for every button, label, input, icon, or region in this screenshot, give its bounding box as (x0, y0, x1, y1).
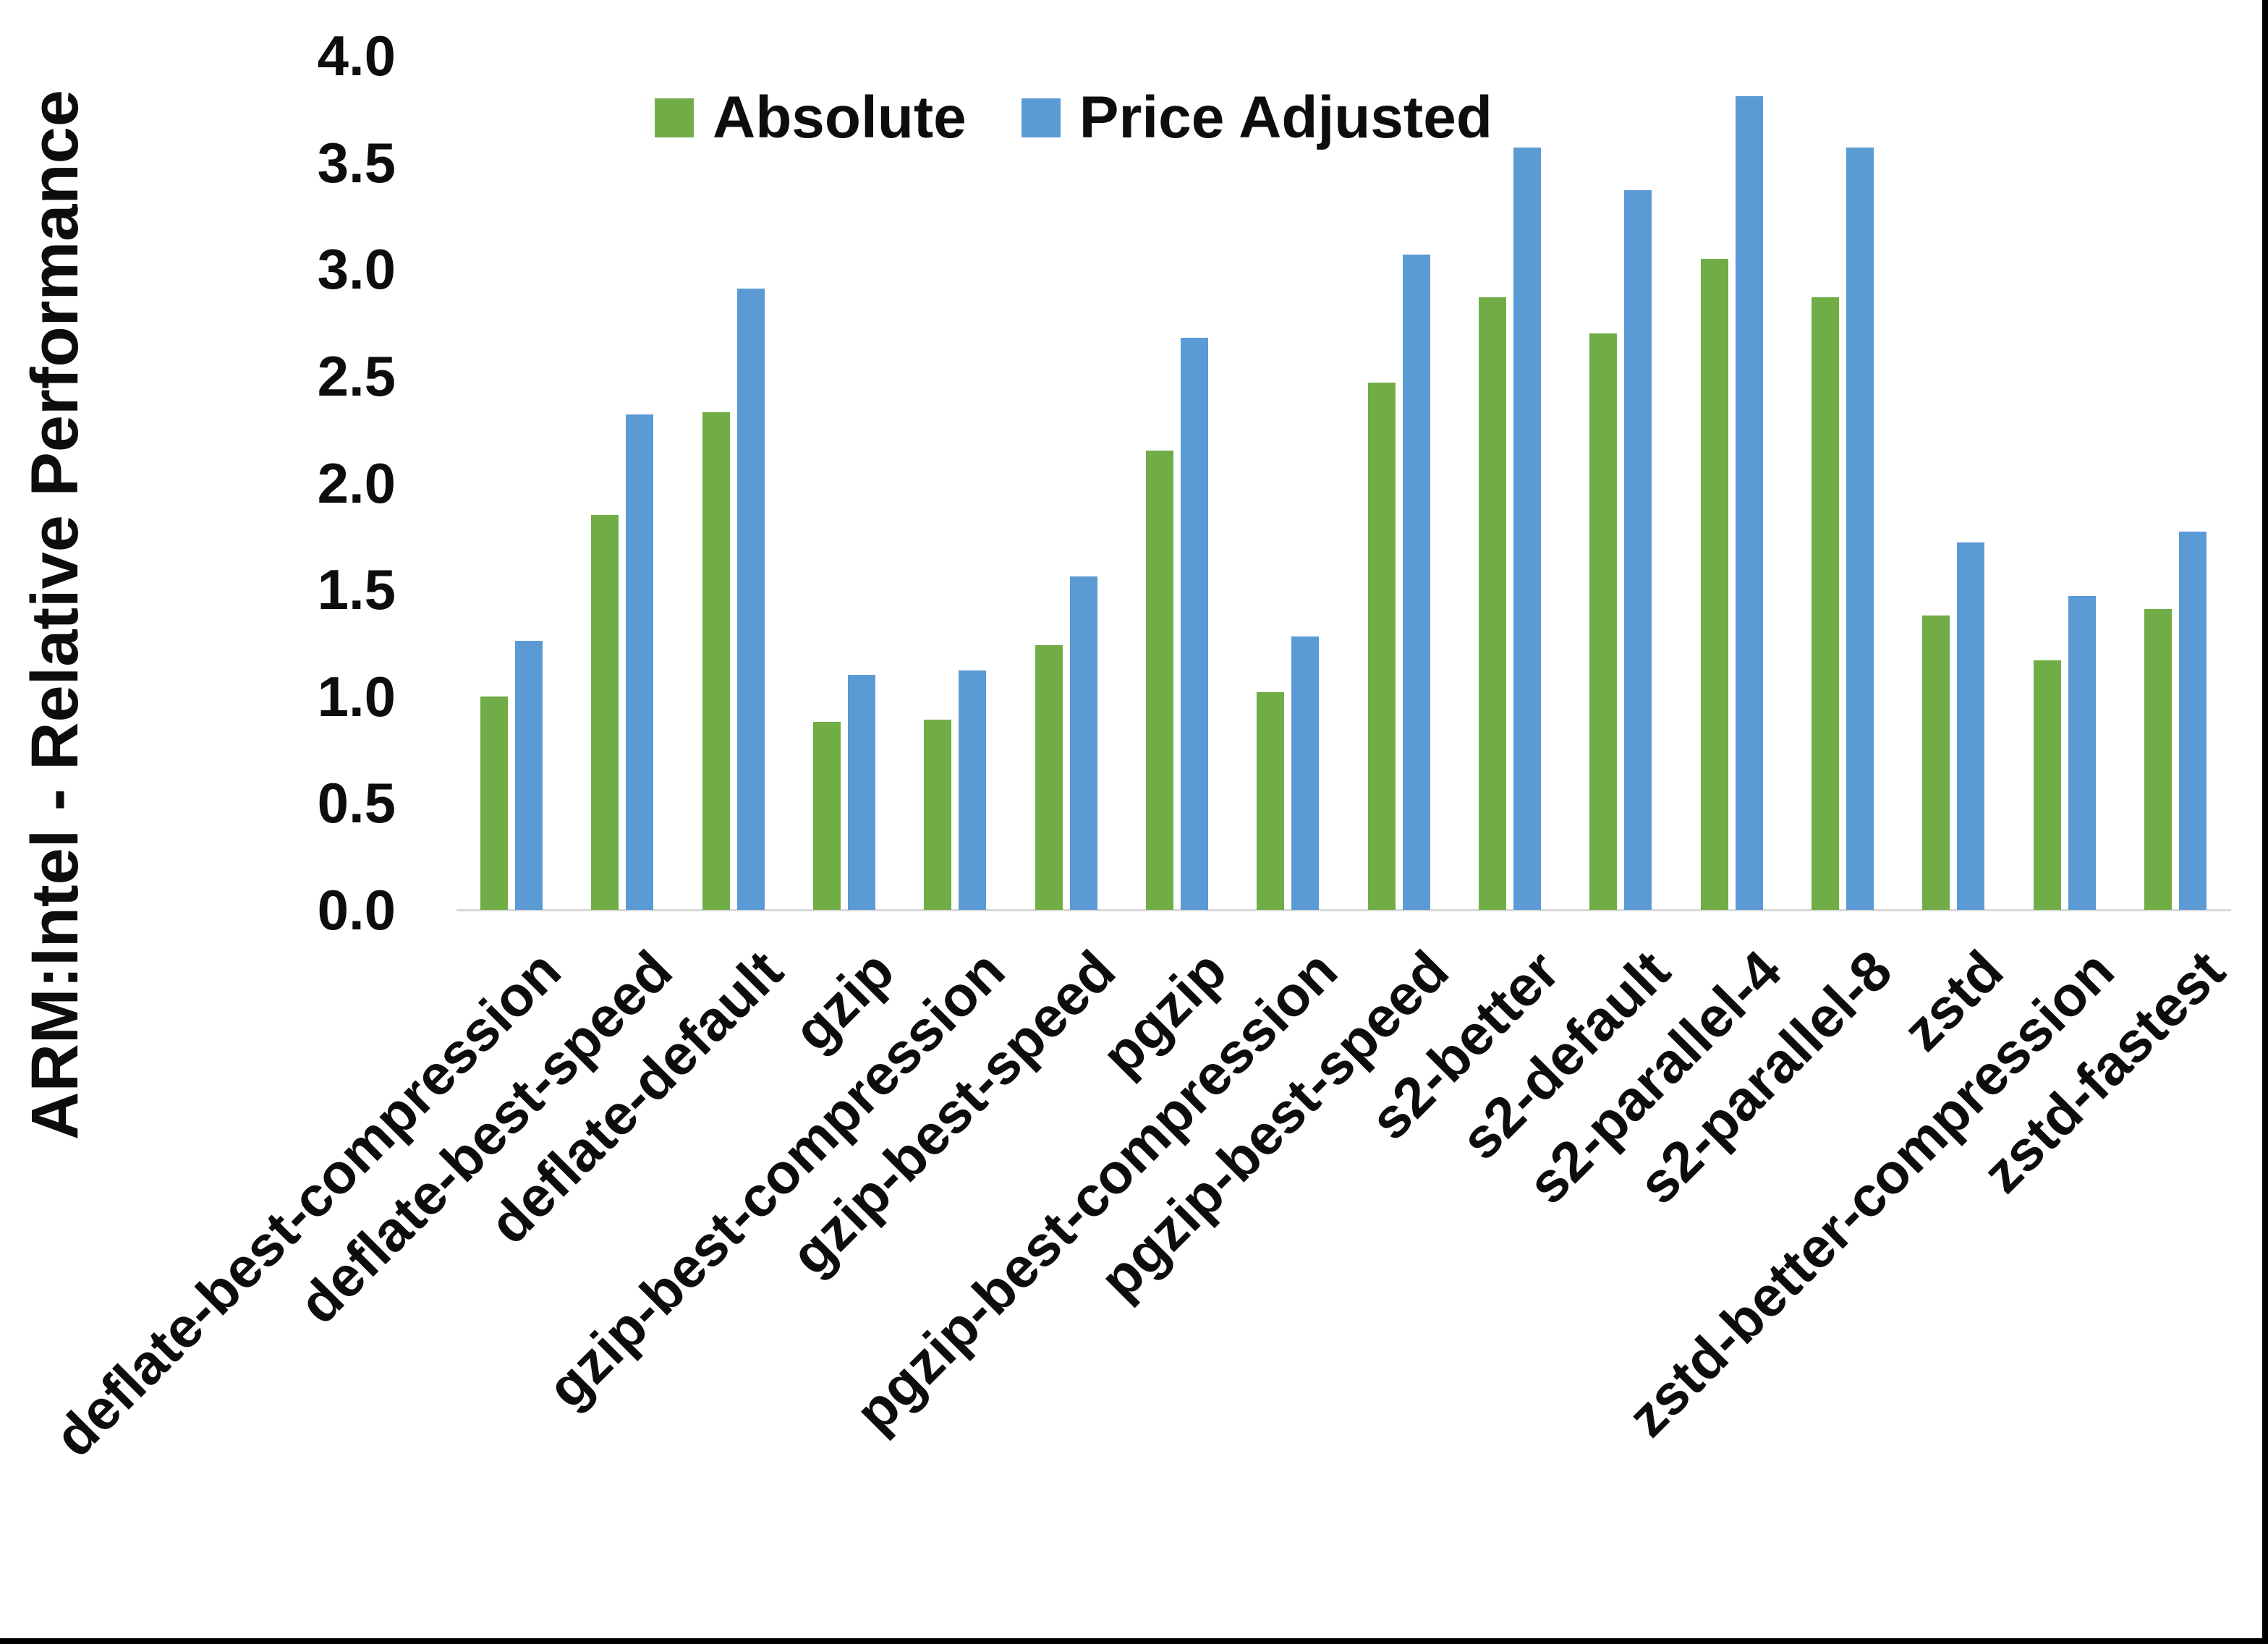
y-tick-label: 3.5 (317, 130, 396, 195)
x-axis-line (456, 909, 2231, 911)
absolute-bar (813, 722, 841, 910)
price-adjusted-bar (1957, 542, 1985, 910)
price-adjusted-bar (515, 641, 543, 910)
price-adjusted-bar (1513, 147, 1541, 910)
y-tick-label: 3.0 (317, 237, 396, 302)
price-adjusted-bar (1402, 254, 1430, 910)
price-adjusted-bar (1846, 147, 1874, 910)
absolute-bar (1700, 258, 1728, 910)
absolute-bar (924, 720, 952, 910)
legend-item-absolute: Absolute (655, 88, 967, 148)
legend-swatch-absolute (655, 98, 694, 137)
absolute-bar (1257, 691, 1285, 910)
price-adjusted-bar (736, 288, 765, 910)
price-adjusted-bar (1181, 337, 1209, 910)
legend-label-price-adjusted: Price Adjusted (1079, 85, 1492, 150)
window-border-right (2262, 0, 2268, 1644)
absolute-bar (702, 412, 730, 910)
price-adjusted-bar (1291, 636, 1320, 910)
absolute-bar (1035, 644, 1063, 910)
price-adjusted-bar (959, 670, 987, 910)
legend-label-absolute: Absolute (713, 85, 967, 150)
absolute-bar (2033, 660, 2061, 910)
absolute-bar (1811, 297, 1839, 910)
window-border-bottom (0, 1638, 2268, 1644)
absolute-bar (1922, 615, 1950, 910)
absolute-bar (1367, 382, 1396, 910)
y-tick-label: 2.5 (317, 344, 396, 408)
price-adjusted-bar (1069, 576, 1097, 910)
y-tick-label: 1.5 (317, 558, 396, 622)
y-tick-label: 0.5 (317, 771, 396, 835)
absolute-bar (2144, 608, 2172, 910)
price-adjusted-bar (1735, 96, 1763, 910)
price-adjusted-bar (1624, 190, 1652, 910)
legend-item-price-adjusted: Price Adjusted (1021, 85, 1492, 150)
price-adjusted-bar (2068, 595, 2096, 910)
absolute-bar (1589, 333, 1618, 910)
y-tick-label: 1.0 (317, 664, 396, 728)
plot-area (456, 56, 2231, 910)
legend-swatch-price-adjusted (1021, 98, 1061, 137)
chart-legend: Absolute Price Adjusted (655, 88, 1492, 148)
absolute-bar (1478, 297, 1506, 910)
price-adjusted-bar (626, 414, 654, 910)
y-axis-title: ARM:Intel - Relative Performance (18, 90, 92, 1140)
y-tick-label: 2.0 (317, 451, 396, 515)
absolute-bar (480, 696, 509, 910)
y-tick-label: 0.0 (317, 878, 396, 942)
y-tick-label: 4.0 (317, 24, 396, 88)
price-adjusted-bar (2178, 532, 2207, 910)
absolute-bar (1146, 451, 1174, 910)
price-adjusted-bar (848, 675, 876, 910)
absolute-bar (591, 514, 619, 910)
